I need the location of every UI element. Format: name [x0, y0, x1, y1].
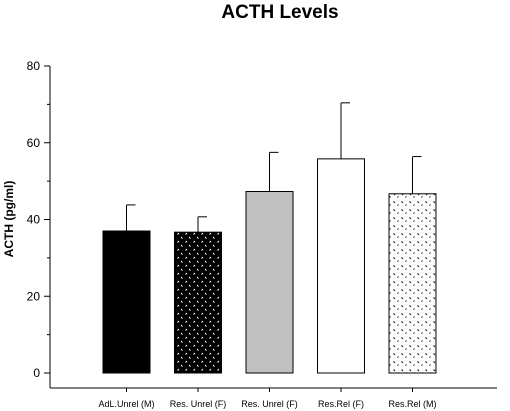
- x-axis-ticks: [126, 388, 413, 392]
- category-label: Res.Rel (F): [318, 399, 364, 409]
- bar: [317, 158, 365, 374]
- category-label: Res. Unrel (F): [241, 399, 298, 409]
- y-tick-label: 0: [33, 366, 40, 380]
- y-axis-label: ACTH (pg/ml): [2, 181, 16, 258]
- bar: [388, 193, 437, 374]
- y-axis-ticks: 0 20 40 60 80: [27, 59, 50, 380]
- bar: [245, 190, 294, 374]
- y-tick-label: 80: [27, 59, 41, 73]
- error-bars: [126, 102, 422, 233]
- chart-title: ACTH Levels: [221, 2, 338, 23]
- category-labels: AdL.Unrel (M) Res. Unrel (F) Res. Unrel (F…: [98, 399, 436, 409]
- category-label: AdL.Unrel (M): [98, 399, 154, 409]
- category-label: Res.Rel (M): [388, 399, 436, 409]
- y-tick-label: 20: [27, 289, 41, 303]
- bar: [174, 231, 222, 374]
- category-label: Res. Unrel (F): [170, 399, 227, 409]
- bar-series: [102, 158, 437, 374]
- y-tick-label: 40: [27, 213, 41, 227]
- y-tick-label: 60: [27, 136, 41, 150]
- bar: [102, 230, 151, 374]
